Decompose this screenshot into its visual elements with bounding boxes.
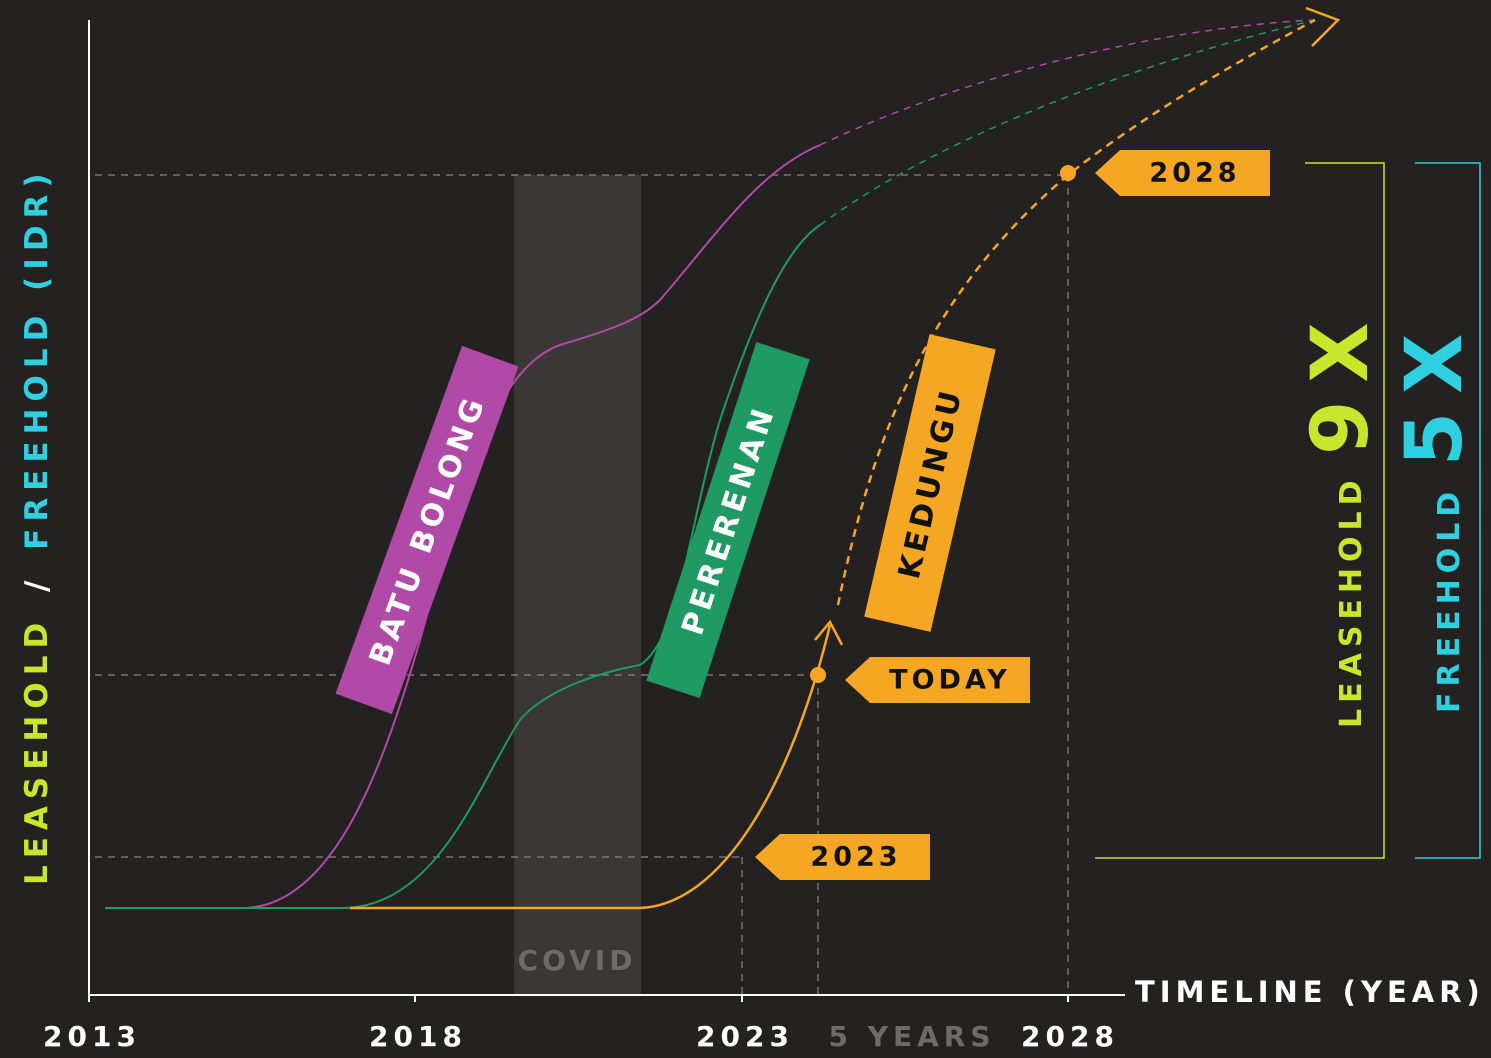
tag-label: 2023 <box>810 842 901 873</box>
pererenan-curve <box>105 224 821 909</box>
x-axis-label: TIMELINE (YEAR) <box>1135 975 1485 1009</box>
freehold-word: FREEHOLD (IDR) <box>19 166 55 549</box>
tag-label: 2028 <box>1149 158 1240 189</box>
slash: / <box>19 574 55 592</box>
multiplier-label: LEASEHOLD <box>1334 474 1369 728</box>
kedungu-bg <box>864 334 996 632</box>
end-arrow <box>1305 6 1341 47</box>
y-axis-label: LEASEHOLD / FREEHOLD (IDR) <box>19 166 55 885</box>
multiplier-text: FREEHOLD 5X <box>1390 316 1480 713</box>
x-tick-label: 2023 <box>696 1020 794 1053</box>
x-tick-label: 2018 <box>369 1020 467 1053</box>
pererenan-bg <box>646 342 810 698</box>
today-dot <box>810 667 826 683</box>
leasehold-multiplier: LEASEHOLD 9X <box>1296 304 1386 728</box>
y-axis-text: LEASEHOLD / FREEHOLD (IDR) <box>19 166 55 885</box>
axes <box>88 20 1125 1002</box>
tag-bg <box>755 834 930 880</box>
covid-label: COVID <box>518 944 637 977</box>
freehold-multiplier: FREEHOLD 5X <box>1390 316 1480 713</box>
leasehold-word: LEASEHOLD <box>19 616 55 885</box>
kedungu-curve <box>350 624 832 910</box>
batu-bolong-projection <box>819 19 1316 146</box>
covid-shade <box>514 175 641 995</box>
x-tick-label: 2013 <box>43 1020 141 1053</box>
tag-bg <box>1095 150 1270 196</box>
tag-label: TODAY <box>889 665 1011 696</box>
leasehold-bracket <box>1095 162 1385 859</box>
freehold-bracket <box>1415 162 1481 859</box>
batu-bolong-bg <box>335 345 519 715</box>
x-tick-label: 5 YEARS <box>828 1020 995 1053</box>
guide-lines <box>95 174 1069 995</box>
multiplier-value: 9X <box>1296 304 1386 454</box>
x-tick-label: 2028 <box>1021 1020 1119 1053</box>
multiplier-label: FREEHOLD <box>1432 486 1467 713</box>
multiplier-text: LEASEHOLD 9X <box>1296 304 1386 728</box>
tag-bg <box>845 657 1030 703</box>
kedungu-arrow <box>814 619 844 646</box>
pererenan-projection <box>819 19 1316 226</box>
2028-dot <box>1060 165 1076 181</box>
multiplier-value: 5X <box>1390 316 1480 466</box>
